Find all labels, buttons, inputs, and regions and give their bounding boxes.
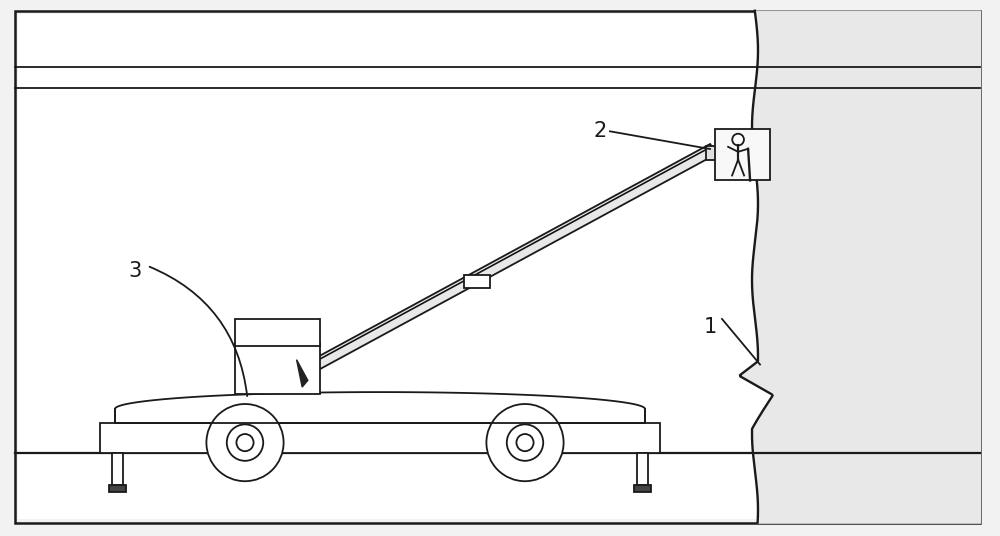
- Circle shape: [507, 425, 543, 461]
- Polygon shape: [297, 360, 308, 387]
- Bar: [115, 409, 645, 423]
- Circle shape: [486, 404, 564, 481]
- Bar: [235, 319, 320, 346]
- Circle shape: [516, 434, 534, 451]
- Bar: [715, 129, 770, 180]
- Bar: [109, 485, 126, 492]
- Bar: [464, 276, 490, 288]
- Bar: [235, 343, 320, 394]
- Polygon shape: [300, 144, 716, 377]
- Circle shape: [236, 434, 254, 451]
- Bar: [100, 423, 660, 453]
- Circle shape: [227, 425, 263, 461]
- Bar: [634, 485, 651, 492]
- Polygon shape: [115, 392, 645, 409]
- Bar: [112, 453, 123, 485]
- Circle shape: [732, 134, 744, 145]
- Text: 1: 1: [703, 317, 717, 337]
- Circle shape: [206, 404, 284, 481]
- Text: 3: 3: [128, 260, 142, 281]
- Bar: [706, 146, 736, 160]
- Text: 2: 2: [593, 121, 607, 142]
- Bar: [637, 453, 648, 485]
